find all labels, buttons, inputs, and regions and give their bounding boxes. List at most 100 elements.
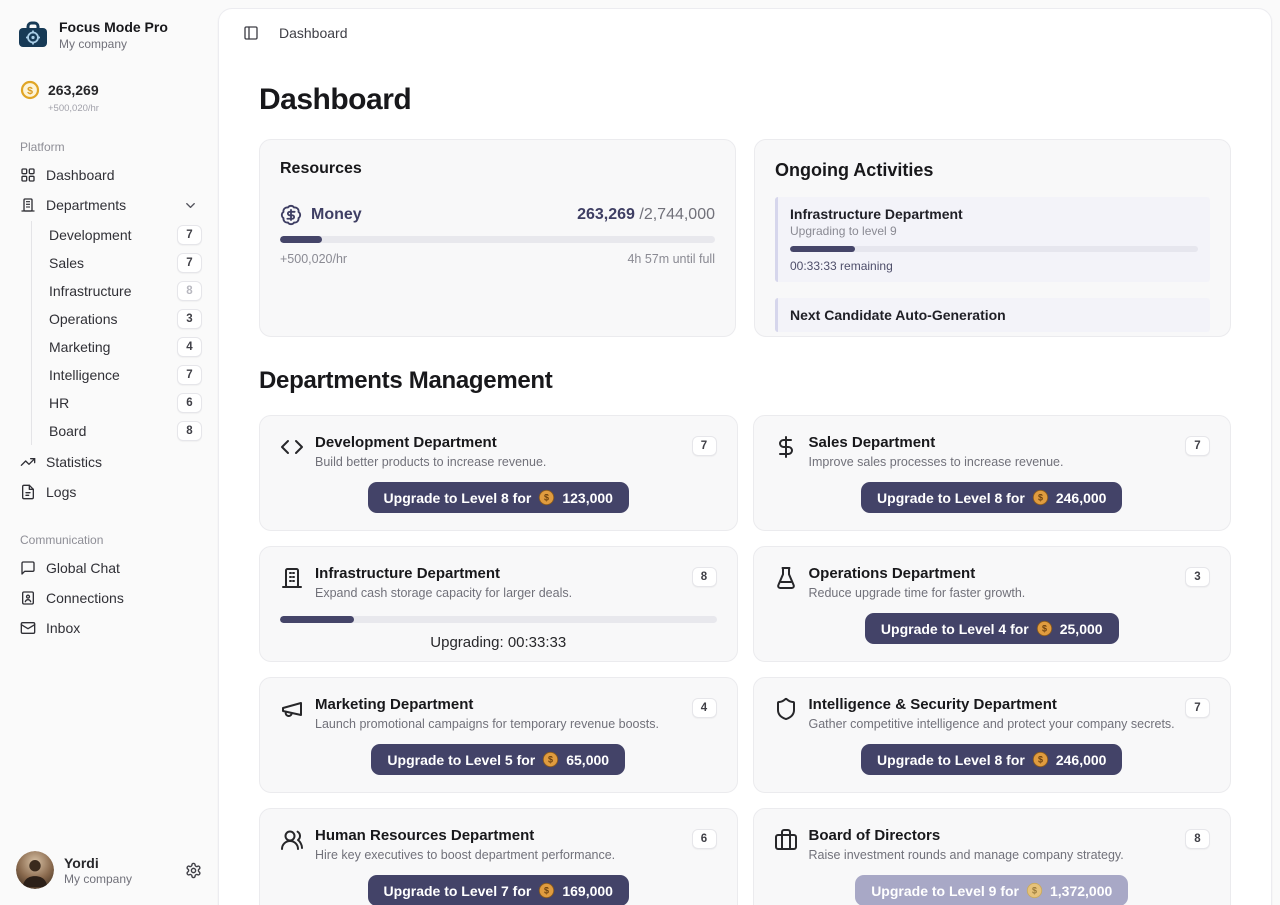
department-desc: Build better products to increase revenu…: [315, 455, 547, 469]
sidebar-item-intelligence[interactable]: Intelligence 7: [37, 361, 206, 389]
sidebar-item-sales[interactable]: Sales 7: [37, 249, 206, 277]
sidebar-item-dashboard[interactable]: Dashboard: [12, 160, 206, 190]
sidebar-item-inbox[interactable]: Inbox: [12, 613, 206, 643]
upgrade-button[interactable]: Upgrade to Level 5 for $ 65,000: [371, 744, 626, 775]
upgrade-cost: 246,000: [1055, 751, 1107, 768]
sidebar-item-label: Logs: [46, 484, 77, 500]
resources-title: Resources: [280, 160, 362, 177]
sidebar-item-label: Sales: [49, 255, 85, 271]
upgrade-label: Upgrade to Level 8 for: [383, 489, 532, 506]
gear-icon[interactable]: [185, 862, 202, 879]
chat-bubble-icon: [21, 561, 35, 575]
departments-subnav: Development 7 Sales 7 Infrastructure 8 O…: [31, 221, 206, 445]
svg-text:$: $: [544, 886, 549, 896]
level-badge: 8: [1185, 829, 1210, 849]
sidebar-item-label: Global Chat: [46, 560, 120, 576]
sidebar-item-label: Infrastructure: [49, 283, 132, 299]
sidebar-toggle-button[interactable]: [237, 19, 265, 47]
department-title: Board of Directors: [808, 827, 941, 844]
sidebar-item-marketing[interactable]: Marketing 4: [37, 333, 206, 361]
upgrade-button[interactable]: Upgrade to Level 7 for $ 169,000: [367, 875, 629, 905]
sidebar-item-statistics[interactable]: Statistics: [12, 447, 206, 477]
upgrade-button[interactable]: Upgrade to Level 8 for $ 246,000: [861, 482, 1123, 513]
sidebar-item-label: Development: [49, 227, 132, 243]
departments-section-title: Departments Management: [259, 367, 553, 394]
sidebar-item-label: Statistics: [46, 454, 103, 470]
department-desc: Launch promotional campaigns for tempora…: [315, 717, 659, 731]
money-rate: +500,020/hr: [48, 103, 99, 114]
coin-icon: $: [1032, 489, 1049, 506]
department-title: Marketing Department: [315, 696, 474, 713]
svg-text:$: $: [1042, 624, 1047, 634]
briefcase-icon: [774, 828, 798, 852]
upgrade-button[interactable]: Upgrade to Level 8 for $ 246,000: [861, 744, 1123, 775]
user-footer[interactable]: Yordi My company: [12, 847, 206, 893]
count-badge: 8: [177, 421, 202, 441]
sidebar-item-logs[interactable]: Logs: [12, 477, 206, 507]
sidebar: Focus Mode Pro My company $ 263,269 +500…: [0, 0, 218, 905]
activity-item-next-candidate: Next Candidate Auto-Generation: [775, 298, 1210, 332]
until-full: 4h 57m until full: [627, 252, 715, 266]
upgrade-label: Upgrade to Level 8 for: [877, 489, 1025, 506]
sidebar-item-label: Marketing: [49, 339, 111, 355]
activity-progress-bar: [790, 246, 1198, 252]
svg-text:$: $: [548, 755, 553, 765]
upgrade-button[interactable]: Upgrade to Level 4 for $ 25,000: [864, 613, 1119, 644]
department-card-marketing: 4 Marketing Department Launch promotiona…: [259, 677, 738, 793]
level-badge: 6: [691, 829, 717, 849]
sidebar-item-departments[interactable]: Departments: [12, 190, 206, 220]
activity-title: Infrastructure Department: [790, 206, 963, 222]
department-desc: Reduce upgrade time for faster growth.: [808, 586, 1026, 600]
main-panel: Dashboard Dashboard Resources Money 263,…: [218, 8, 1272, 905]
flask-icon: [774, 566, 798, 590]
users-icon: [280, 828, 304, 852]
building-icon: [21, 198, 35, 212]
sidebar-item-label: Dashboard: [46, 167, 115, 183]
sidebar-item-label: Connections: [46, 590, 124, 606]
department-title: Operations Department: [808, 565, 976, 582]
department-title: Development Department: [315, 434, 497, 451]
count-badge: 3: [177, 309, 202, 329]
count-badge: 4: [177, 337, 202, 357]
contacts-icon: [22, 591, 34, 605]
activities-title: Ongoing Activities: [775, 160, 934, 180]
sidebar-item-connections[interactable]: Connections: [12, 583, 206, 613]
level-badge: 7: [1185, 436, 1210, 456]
sidebar-item-label: Inbox: [46, 620, 81, 636]
sidebar-item-global-chat[interactable]: Global Chat: [12, 553, 206, 583]
dollar-icon: [774, 435, 798, 459]
breadcrumb[interactable]: Dashboard: [279, 25, 348, 41]
count-badge: 7: [177, 253, 202, 273]
coin-icon: $: [20, 80, 40, 100]
department-desc: Hire key executives to boost department …: [315, 848, 616, 862]
sidebar-item-operations[interactable]: Operations 3: [37, 305, 206, 333]
app-header[interactable]: Focus Mode Pro My company: [12, 14, 206, 56]
upgrade-button-disabled[interactable]: Upgrade to Level 9 for $ 1,372,000: [855, 875, 1129, 905]
department-card-operations: 3 Operations Department Reduce upgrade t…: [752, 546, 1231, 662]
badge-dollar-icon: [280, 204, 302, 226]
sidebar-item-infrastructure[interactable]: Infrastructure 8: [37, 277, 206, 305]
sidebar-item-development[interactable]: Development 7: [37, 221, 206, 249]
shield-icon: [774, 697, 798, 721]
sidebar-item-hr[interactable]: HR 6: [37, 389, 206, 417]
department-card-board: 8 Board of Directors Raise investment ro…: [752, 808, 1231, 905]
user-avatar: [16, 851, 54, 889]
activity-item-upgrade: Infrastructure Department Upgrading to l…: [775, 197, 1210, 282]
coin-icon: $: [538, 489, 555, 506]
activity-subtitle: Upgrading to level 9: [790, 224, 897, 238]
user-name: Yordi: [64, 854, 99, 871]
money-label: Money: [311, 206, 362, 223]
money-rate: +500,020/hr: [280, 252, 348, 266]
sidebar-item-board[interactable]: Board 8: [37, 417, 206, 445]
upgrading-timer: Upgrading: 00:33:33: [430, 634, 567, 651]
money-current: 263,269: [577, 206, 635, 223]
count-badge: 7: [177, 365, 202, 385]
level-badge: 3: [1185, 567, 1210, 587]
level-badge: 7: [1185, 698, 1210, 718]
department-card-sales: 7 Sales Department Improve sales process…: [752, 415, 1231, 531]
svg-text:$: $: [1038, 493, 1043, 503]
code-icon: [280, 435, 304, 459]
count-badge: 8: [177, 281, 202, 301]
app-company: My company: [59, 36, 128, 51]
upgrade-button[interactable]: Upgrade to Level 8 for $ 123,000: [367, 482, 629, 513]
